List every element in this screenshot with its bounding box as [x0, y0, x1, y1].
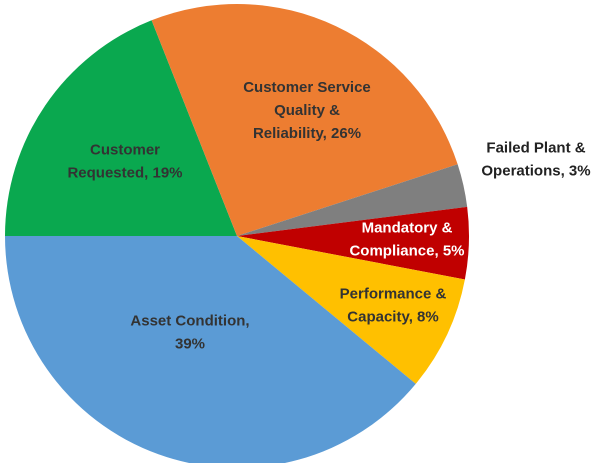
slice-label: Customer: [90, 141, 160, 158]
slice-label: Compliance, 5%: [349, 242, 464, 259]
slice-label: Mandatory &: [362, 219, 453, 236]
pie-slice: [237, 236, 465, 384]
pie-slice: [237, 206, 470, 280]
slice-label: 39%: [175, 335, 205, 352]
slice-label: Reliability, 26%: [253, 125, 361, 142]
pie-slice: [237, 164, 468, 236]
slice-label: Requested, 19%: [67, 164, 182, 181]
slice-label: Capacity, 8%: [347, 308, 438, 325]
pie-slice: [151, 4, 458, 236]
slice-label: Customer Service: [243, 79, 371, 96]
pie-slice: [5, 20, 237, 236]
pie-slice: [5, 236, 416, 463]
slice-label: Asset Condition,: [130, 312, 249, 329]
slice-label: Failed Plant &: [486, 139, 585, 156]
slice-label: Quality &: [274, 102, 340, 119]
slice-label: Operations, 3%: [481, 162, 590, 179]
slice-label: Performance &: [340, 285, 447, 302]
